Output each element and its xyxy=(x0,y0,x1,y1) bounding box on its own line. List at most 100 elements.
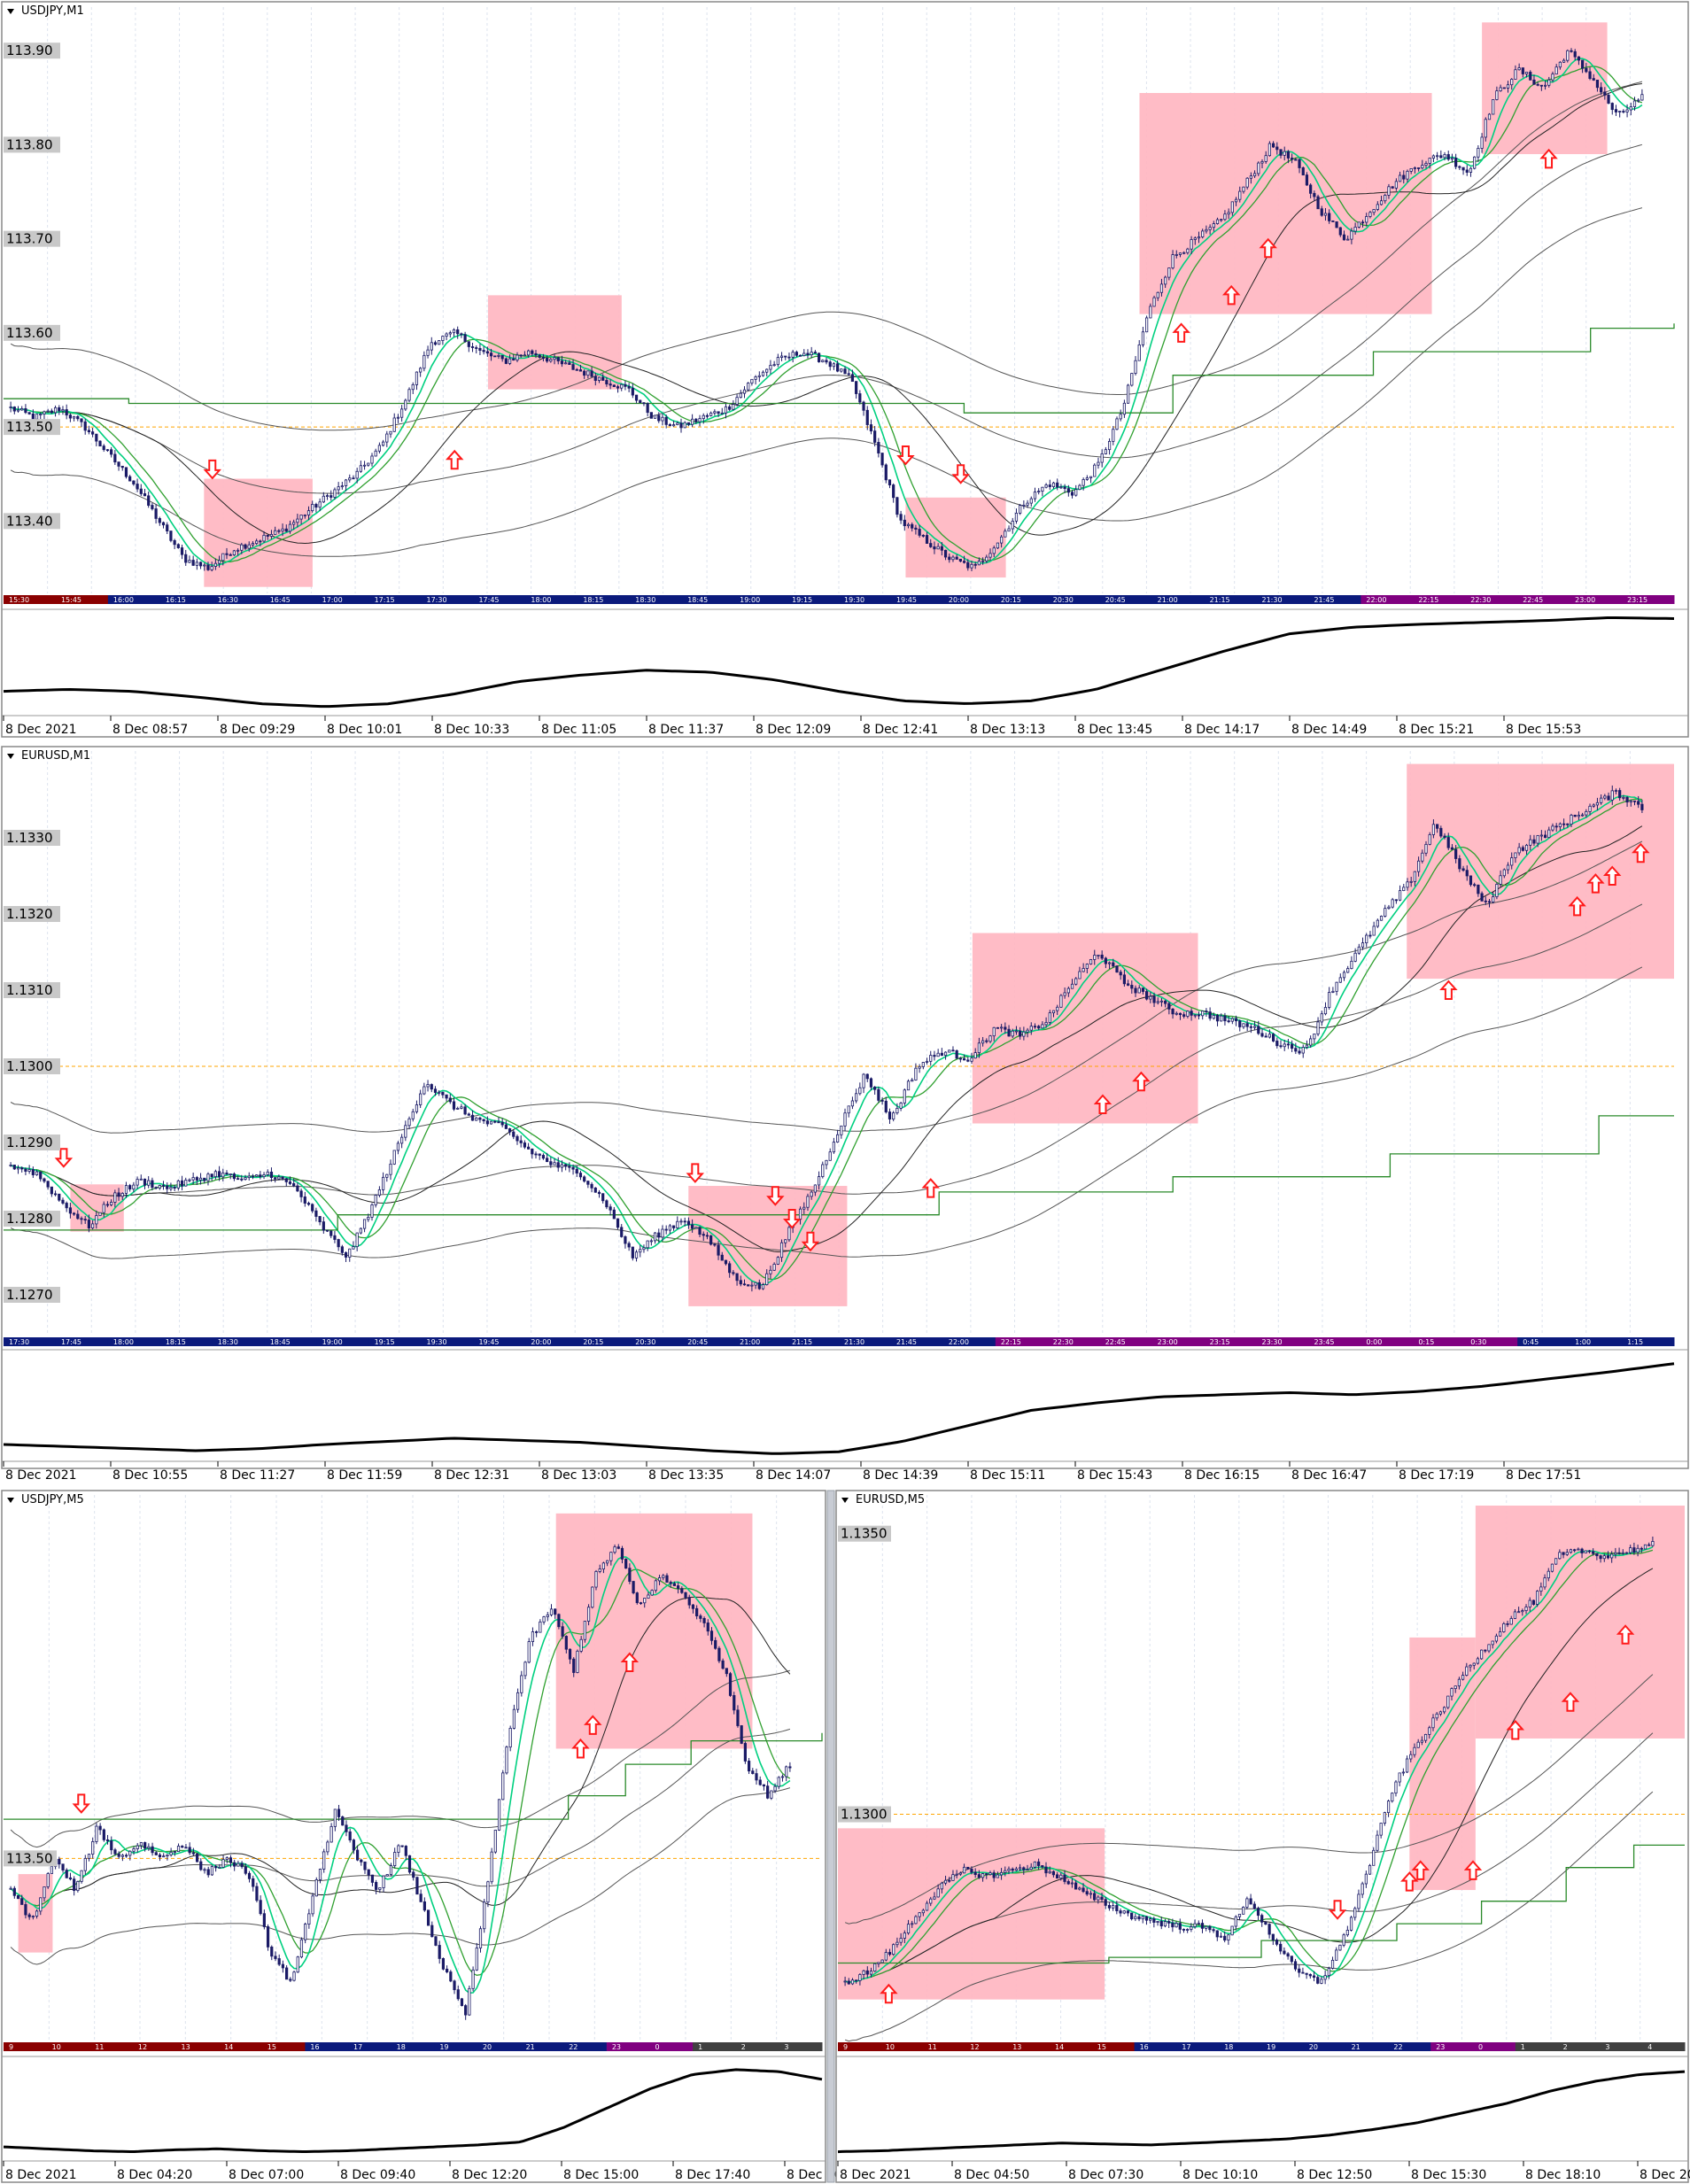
candle-body xyxy=(1458,858,1461,870)
triangle-down-icon[interactable] xyxy=(7,1498,14,1503)
envelope-lower-line xyxy=(844,1791,1654,2042)
candle-body xyxy=(1636,1547,1640,1553)
candle-body xyxy=(1625,109,1629,112)
candle-body xyxy=(16,1894,20,1900)
symbol-header[interactable]: EURUSD,M1 xyxy=(7,749,90,763)
candle-body xyxy=(1536,835,1539,844)
time-tick-label: 8 Dec 12:50 xyxy=(1297,2168,1372,2182)
down-arrow-icon xyxy=(72,1793,91,1814)
candle-body xyxy=(1152,995,1156,1003)
candle-body xyxy=(914,1067,918,1080)
candle-body xyxy=(348,477,352,481)
candle-body xyxy=(404,1846,407,1856)
candle-body xyxy=(325,495,329,497)
down-arrow-icon xyxy=(801,1231,820,1252)
candle-body xyxy=(299,1939,304,1958)
candle-body xyxy=(180,547,184,555)
candle-body xyxy=(236,1863,240,1867)
candle-body xyxy=(751,1770,755,1774)
candle-body xyxy=(475,1948,478,1971)
candle-body xyxy=(631,1246,634,1259)
candle-body xyxy=(266,534,269,537)
candle-body xyxy=(1531,1599,1536,1605)
symbol-header[interactable]: USDJPY,M5 xyxy=(7,1493,84,1506)
candle-body xyxy=(1379,200,1384,205)
candle-body xyxy=(1156,1001,1159,1003)
candle-body xyxy=(1097,1896,1100,1901)
symbol-header[interactable]: EURUSD,M5 xyxy=(841,1493,925,1506)
candle-body xyxy=(847,1105,850,1114)
candle-body xyxy=(836,363,840,372)
candle-body xyxy=(449,1971,453,1982)
candle-body xyxy=(105,1204,110,1206)
symbol-header[interactable]: USDJPY,M1 xyxy=(7,4,84,18)
session-tick-label: 20:30 xyxy=(635,1338,655,1346)
candle-body xyxy=(958,558,962,562)
candle-body xyxy=(639,399,642,404)
candle-body xyxy=(535,1631,539,1633)
price-label-bg xyxy=(4,830,60,846)
triangle-down-icon[interactable] xyxy=(7,9,14,14)
candle-body xyxy=(802,1206,806,1210)
candle-body xyxy=(691,1604,695,1609)
candle-body xyxy=(412,1871,415,1878)
candle-body xyxy=(918,529,921,536)
candle-body xyxy=(798,1208,802,1220)
triangle-down-icon[interactable] xyxy=(7,754,14,759)
time-tick-label: 8 Dec 13:35 xyxy=(648,1468,724,1483)
candle-body xyxy=(1595,802,1600,806)
price-label-bg xyxy=(4,906,60,922)
candle-body xyxy=(1368,934,1372,937)
candle-body xyxy=(1164,276,1167,285)
candle-body xyxy=(556,1162,560,1168)
candle-body xyxy=(113,1849,117,1855)
candle-body xyxy=(958,1057,962,1060)
candle-body xyxy=(1335,1949,1338,1961)
session-band-segment xyxy=(219,2042,263,2051)
triangle-down-icon[interactable] xyxy=(841,1498,849,1503)
candle-body xyxy=(1361,942,1365,948)
candle-body xyxy=(1174,1923,1178,1928)
candle-body xyxy=(1480,136,1484,149)
candle-body xyxy=(1018,1867,1022,1870)
window-splitter[interactable] xyxy=(826,1490,835,2183)
candle-body xyxy=(176,544,180,548)
chart-window-usdjpy-m5[interactable]: 113.50 9 10 11 12 13 14 15 16 17 18 19 20 21 22 23 0 1 2 3… xyxy=(1,1490,842,2183)
session-band-segment xyxy=(525,595,578,604)
candle-body xyxy=(16,409,20,412)
candle-body xyxy=(1312,1975,1316,1979)
envelope-upper-line xyxy=(10,81,1643,431)
candle-body xyxy=(578,369,583,372)
candle-body xyxy=(166,524,169,531)
candle-body xyxy=(471,1969,475,1989)
time-tick-label: 8 Dec 2021 xyxy=(840,2168,911,2182)
candle-body xyxy=(1387,906,1391,910)
candle-body xyxy=(1651,1541,1655,1546)
session-band-segment xyxy=(264,1337,318,1346)
chart-window-eurusd-m1[interactable]: 1.13301.13201.13101.13001.12901.12801.12… xyxy=(1,746,1689,1483)
candle-body xyxy=(1004,1870,1007,1873)
candle-body xyxy=(639,1602,643,1605)
candle-body xyxy=(966,561,970,569)
candle-body xyxy=(136,1845,139,1849)
candle-body xyxy=(568,362,571,365)
candle-body xyxy=(1406,170,1409,180)
candle-body xyxy=(345,1824,348,1832)
candle-body xyxy=(120,1855,124,1857)
candle-body xyxy=(1026,1029,1029,1033)
candle-body xyxy=(1059,1874,1063,1879)
session-band-segment xyxy=(682,1337,735,1346)
candle-body xyxy=(98,440,102,447)
candle-body xyxy=(717,1244,720,1256)
candle-body xyxy=(761,371,765,376)
candle-body xyxy=(770,1790,773,1799)
candle-body xyxy=(377,445,381,452)
candle-body xyxy=(519,354,523,357)
candle-body xyxy=(1487,1644,1491,1652)
candle-body xyxy=(377,1189,381,1196)
candle-body xyxy=(296,518,299,523)
candle-body xyxy=(858,1087,862,1095)
session-band-segment xyxy=(1642,2042,1686,2051)
